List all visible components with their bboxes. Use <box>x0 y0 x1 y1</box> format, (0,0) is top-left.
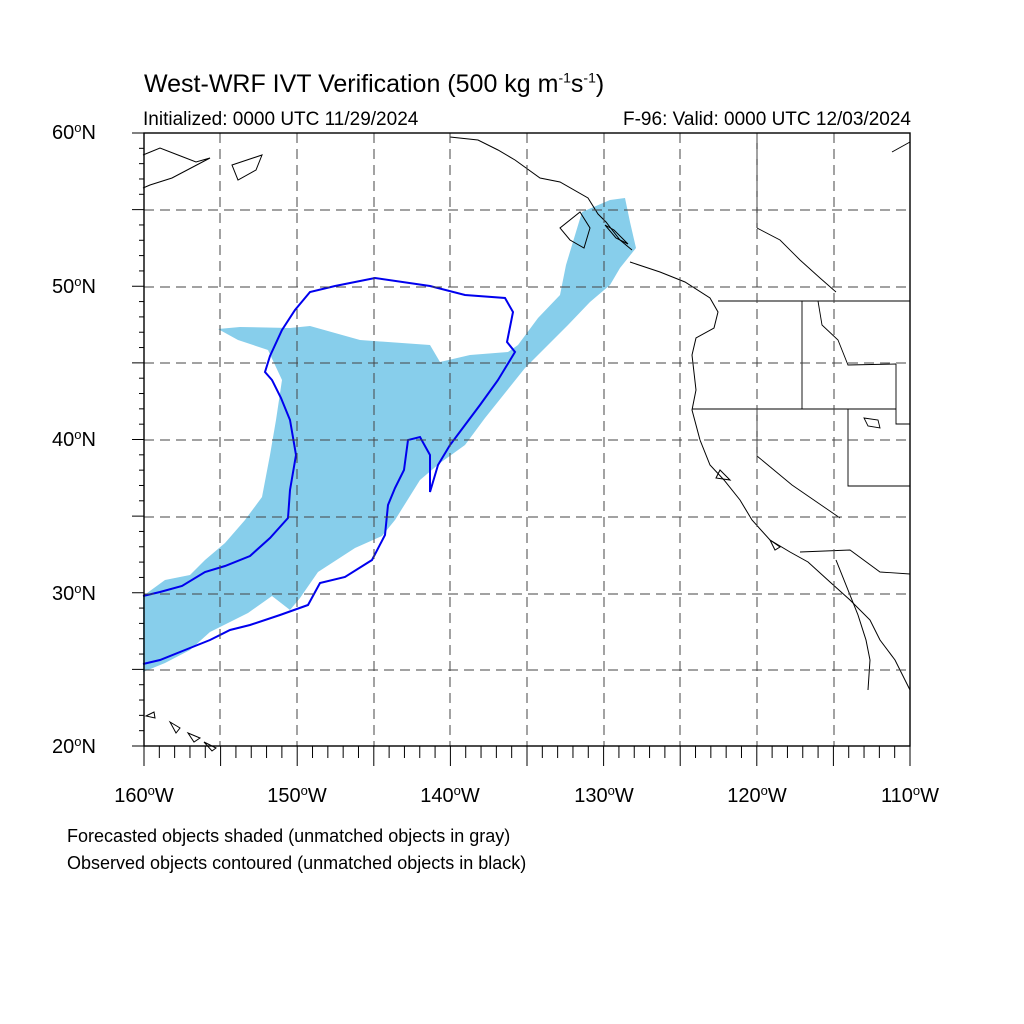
forecast-note: Forecasted objects shaded (unmatched obj… <box>67 826 511 846</box>
axis-ticks <box>132 132 911 766</box>
lat-label-40: 40oN <box>52 427 96 451</box>
lat-label-20: 20oN <box>52 734 96 758</box>
lon-label-150: 150oW <box>267 783 327 807</box>
forecast-object <box>143 198 636 672</box>
observed-object-contour <box>142 276 517 665</box>
valid-time-label: F-96: Valid: 0000 UTC 12/03/2024 <box>623 109 911 130</box>
initialized-label: Initialized: 0000 UTC 11/29/2024 <box>143 109 419 130</box>
lat-label-50: 50oN <box>52 274 96 298</box>
lon-label-110: 110oW <box>880 783 940 807</box>
lon-label-140: 140oW <box>420 783 480 807</box>
coastlines <box>142 136 911 752</box>
lon-label-120: 120oW <box>727 783 787 807</box>
lat-label-60: 60oN <box>52 120 96 144</box>
political-borders <box>692 137 911 575</box>
lon-label-160: 160oW <box>114 783 174 807</box>
lat-label-30: 30oN <box>52 581 96 605</box>
chart-title: West-WRF IVT Verification (500 kg m-1s-1… <box>144 69 605 98</box>
observed-note: Observed objects contoured (unmatched ob… <box>67 853 527 873</box>
lon-label-130: 130oW <box>574 783 634 807</box>
lat-lon-grid <box>144 133 910 746</box>
